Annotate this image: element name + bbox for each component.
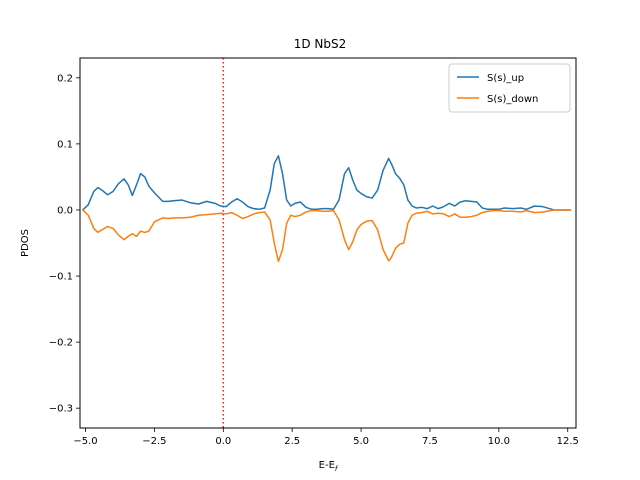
y-axis-title: PDOS <box>20 229 31 257</box>
series-line-down <box>82 209 572 263</box>
y-axis-ticks: 0.2 0.1 0.0 −0.1 −0.2 −0.3 <box>49 73 80 415</box>
x-axis-title: E-Ef <box>319 460 339 473</box>
y-tick-label: 0.1 <box>57 139 73 150</box>
legend: S(s)_up S(s)_down <box>448 63 571 113</box>
x-axis-title-subscript: f <box>335 465 339 473</box>
y-tick-label: 0.0 <box>57 205 73 216</box>
legend-box <box>448 63 571 113</box>
x-tick-label: 0.0 <box>215 436 231 447</box>
plot-area <box>82 58 572 428</box>
series-line-up <box>82 155 572 211</box>
x-tick-label: −2.5 <box>142 436 166 447</box>
y-tick-label: −0.3 <box>49 404 73 415</box>
y-tick-label: −0.2 <box>49 338 73 349</box>
x-tick-label: 12.5 <box>557 436 579 447</box>
x-tick-label: 5.0 <box>353 436 369 447</box>
x-tick-label: −5.0 <box>73 436 97 447</box>
legend-label-up: S(s)_up <box>487 73 524 84</box>
chart-title: 1D NbS2 <box>294 37 347 51</box>
x-tick-label: 2.5 <box>284 436 300 447</box>
legend-label-down: S(s)_down <box>487 94 538 105</box>
x-tick-label: 7.5 <box>422 436 438 447</box>
axes-frame <box>79 57 577 429</box>
x-axis-ticks: −5.0 −2.5 0.0 2.5 5.0 7.5 10.0 12.5 <box>73 428 579 447</box>
y-tick-label: 0.2 <box>57 73 73 84</box>
y-tick-label: −0.1 <box>49 272 73 283</box>
x-tick-label: 10.0 <box>488 436 510 447</box>
